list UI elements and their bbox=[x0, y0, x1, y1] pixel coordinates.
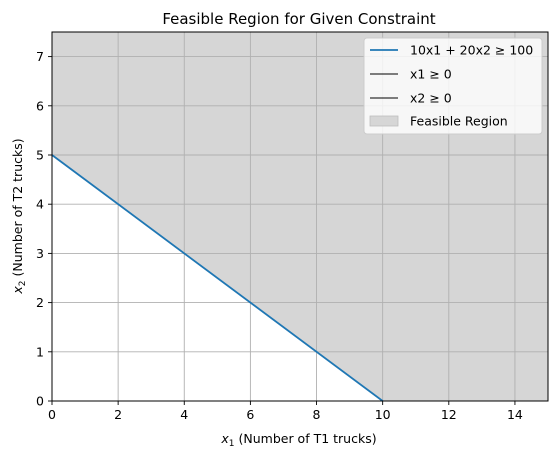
legend-label: x1 ≥ 0 bbox=[410, 67, 452, 82]
x-tick-label: 6 bbox=[246, 407, 254, 422]
y-tick-label: 2 bbox=[36, 295, 44, 310]
y-tick-label: 4 bbox=[36, 197, 44, 212]
y-tick-label: 7 bbox=[36, 49, 44, 64]
axes-spines bbox=[51, 31, 549, 402]
x-tick-label: 4 bbox=[180, 407, 188, 422]
x-tick-label: 8 bbox=[313, 407, 321, 422]
legend-swatch bbox=[369, 115, 399, 127]
y-tick-label: 3 bbox=[36, 246, 44, 261]
x-axis-label: x1 (Number of T1 trucks) bbox=[220, 431, 376, 449]
x-tick-label: 2 bbox=[114, 407, 122, 422]
x-tick-label: 10 bbox=[375, 407, 391, 422]
x-tick-label: 0 bbox=[48, 407, 56, 422]
chart-title: Feasible Region for Given Constraint bbox=[162, 10, 435, 28]
x-tick-label: 14 bbox=[507, 407, 523, 422]
y-tick-label: 6 bbox=[36, 98, 44, 113]
legend-label: Feasible Region bbox=[410, 114, 508, 129]
y-tick-label: 1 bbox=[36, 344, 44, 359]
series-lines bbox=[51, 154, 384, 402]
legend: 10x1 + 20x2 ≥ 100 x1 ≥ 0 x2 ≥ 0 Feasible Re… bbox=[363, 37, 543, 135]
legend-label: x2 ≥ 0 bbox=[410, 91, 452, 106]
y-tick-label: 5 bbox=[36, 148, 44, 163]
y-tick-label: 0 bbox=[36, 394, 44, 409]
legend-label: 10x1 + 20x2 ≥ 100 bbox=[410, 43, 533, 58]
y-axis-label: x2 (Number of T2 trucks) bbox=[10, 138, 28, 294]
axes-frame bbox=[51, 31, 549, 402]
constraint-line bbox=[51, 154, 384, 402]
legend-box bbox=[363, 37, 543, 135]
x-tick-label: 12 bbox=[441, 407, 457, 422]
